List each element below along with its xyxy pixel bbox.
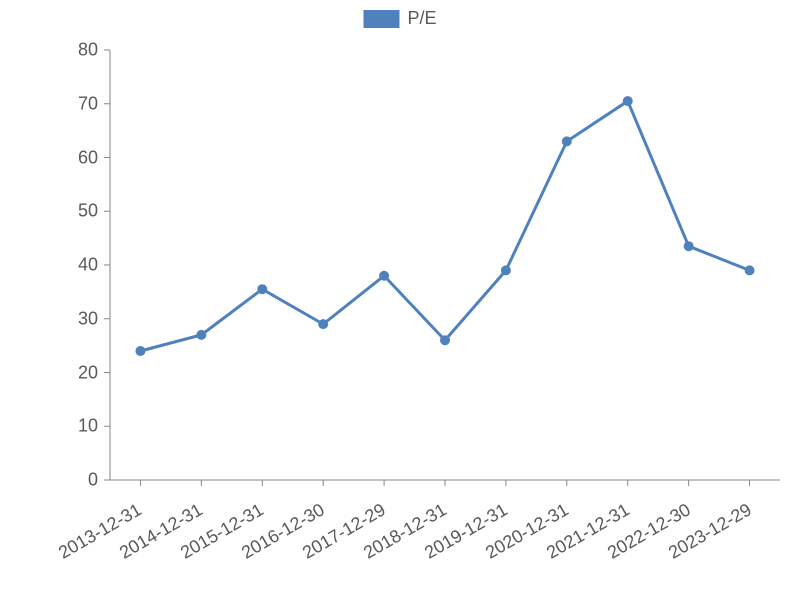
y-tick-label: 80 [0,40,98,61]
y-tick-label: 50 [0,201,98,222]
pe-line-chart: P/E 010203040506070802013-12-312014-12-3… [0,0,800,600]
data-point [135,346,145,356]
y-tick-label: 20 [0,362,98,383]
y-tick-label: 70 [0,93,98,114]
y-tick-label: 0 [0,470,98,491]
y-tick-label: 60 [0,147,98,168]
data-point [440,335,450,345]
y-tick-label: 10 [0,416,98,437]
data-point [257,284,267,294]
data-point [745,265,755,275]
series-line [140,101,749,351]
data-point [501,265,511,275]
data-point [684,241,694,251]
data-point [318,319,328,329]
data-point [196,330,206,340]
data-point [623,96,633,106]
data-point [379,271,389,281]
y-tick-label: 30 [0,308,98,329]
data-point [562,136,572,146]
y-tick-label: 40 [0,255,98,276]
